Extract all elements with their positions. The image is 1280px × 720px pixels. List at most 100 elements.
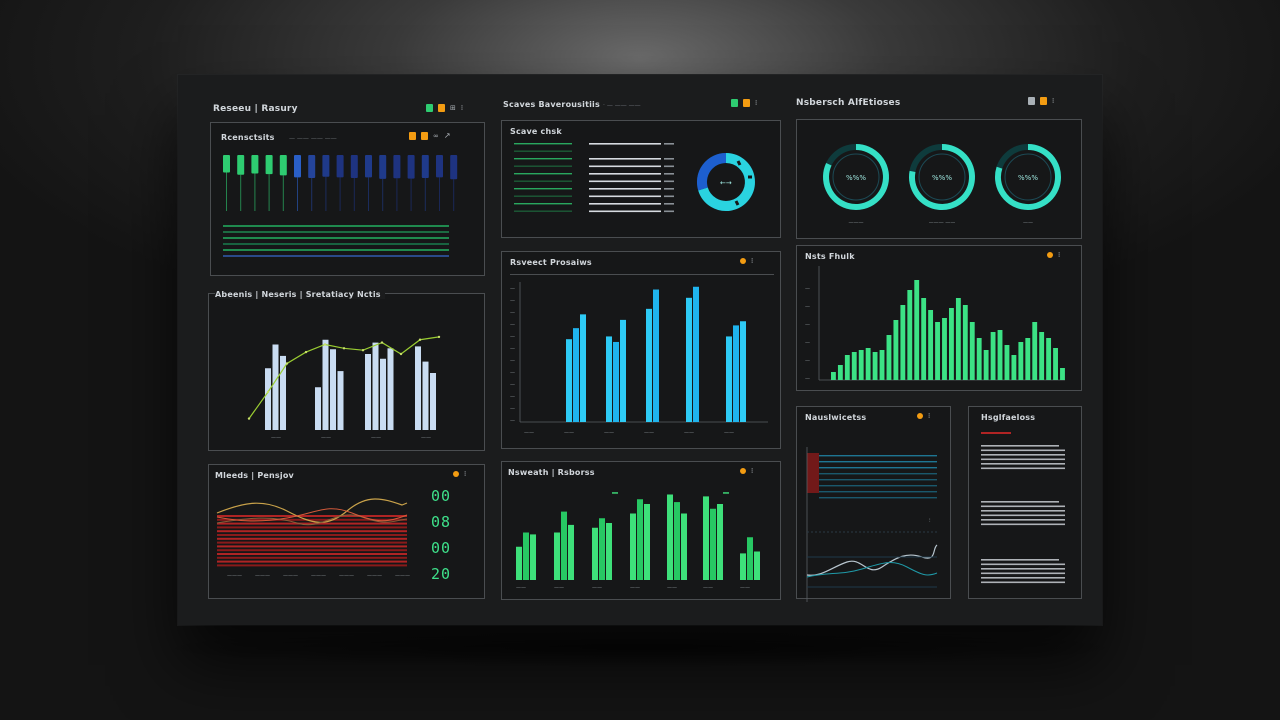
text-line — [981, 581, 1065, 584]
grid-icon[interactable] — [1028, 97, 1035, 105]
more-icon[interactable]: ⁞ — [751, 257, 754, 265]
more-icon[interactable]: ⁞ — [460, 104, 464, 112]
list-lines — [514, 143, 674, 213]
bar — [693, 286, 699, 422]
alert-icon[interactable] — [743, 99, 750, 107]
bar — [620, 319, 626, 422]
x-tick-label: —— — [516, 585, 526, 591]
panel-title: Rcensctsits — [221, 133, 275, 142]
list-row-value — [589, 165, 661, 168]
list-row-value — [589, 158, 661, 160]
bar — [653, 289, 659, 422]
alert-icon[interactable] — [740, 258, 746, 264]
expand-icon[interactable]: ↗ — [443, 131, 451, 140]
link-icon[interactable]: ∞ — [433, 131, 439, 140]
export-icon[interactable] — [731, 99, 738, 107]
bar — [681, 513, 687, 580]
gauge-caption: ——— — [849, 220, 864, 226]
gauge-arc — [823, 144, 889, 210]
more-icon[interactable]: ⁞ — [464, 470, 467, 478]
bar — [421, 155, 429, 178]
export-icon[interactable] — [426, 104, 433, 112]
y-tick-label: — — [510, 358, 515, 364]
dashboard-screen: Reseeu | Rasury ⊞ ⁞ Scaves Baverousitiis… — [178, 75, 1102, 625]
panel-tools: ⁞ — [740, 257, 753, 265]
panel-tools: ⁞ — [740, 467, 753, 475]
x-tick-label: ——— — [255, 573, 270, 579]
alert-icon[interactable] — [740, 468, 746, 474]
combo-chart: —— —— —— —— — [247, 335, 441, 441]
list-row-indicator — [514, 195, 572, 197]
more-icon[interactable]: ⁞ — [755, 99, 758, 107]
bar — [1004, 345, 1010, 380]
gauge-label: %%% — [846, 174, 866, 182]
bar — [837, 365, 843, 380]
panel-title: Nsweath | Rsborss — [508, 468, 595, 477]
bar — [686, 297, 692, 422]
panel-title: Hsglfaeloss — [981, 413, 1036, 422]
x-tick-label: —— — [644, 430, 654, 436]
bar — [322, 339, 329, 430]
alert-icon[interactable] — [1040, 97, 1047, 105]
bar — [294, 155, 301, 178]
list-row-meta — [664, 195, 674, 198]
panel-lines: Nauslwicetss ⁞ ⁝ — [796, 406, 951, 602]
blue-bar-chart: —————————————— —— —— —— —— —— — [510, 282, 768, 436]
area-band — [217, 534, 407, 536]
area-band — [217, 522, 407, 525]
area-band — [217, 518, 407, 521]
bar — [1011, 355, 1017, 380]
more-icon[interactable]: ⁞ — [1058, 251, 1061, 259]
digit-readout: 20 — [431, 565, 452, 583]
alert-icon[interactable] — [421, 131, 428, 140]
alert-icon[interactable] — [917, 413, 923, 419]
trend-point — [361, 349, 365, 352]
x-tick-label: —— — [740, 585, 750, 591]
bar — [407, 155, 415, 179]
panel-tools: ⁞ — [1047, 251, 1060, 259]
bar — [733, 325, 739, 422]
bar — [667, 494, 673, 580]
bar — [637, 499, 643, 580]
text-line — [981, 445, 1059, 447]
bar — [415, 346, 421, 430]
panel-histo: Nsts Fhulk ⁞ — — — — — — — [796, 245, 1082, 391]
more-icon[interactable]: ⁞ — [751, 467, 754, 475]
panel-tools: ⁞ — [917, 412, 930, 420]
y-tick-label: — — [510, 346, 515, 352]
bar — [900, 305, 906, 380]
bar — [630, 513, 636, 580]
bar — [606, 523, 612, 580]
bar — [893, 320, 899, 380]
bar — [237, 155, 245, 175]
bar-marker — [723, 492, 729, 494]
bar — [726, 336, 732, 422]
more-icon[interactable]: ⁞ — [928, 412, 931, 420]
filter-icon[interactable]: ⊞ — [450, 104, 456, 112]
y-tick-label: — — [510, 406, 515, 412]
more-icon[interactable]: ⁞ — [1052, 97, 1055, 105]
panel-green: Nsweath | Rsborss ⁞ —— —— —— —— —— —— —— — [501, 461, 781, 600]
bar — [976, 338, 982, 380]
list-row-meta — [664, 188, 674, 190]
text-line — [981, 501, 1059, 503]
alert-icon[interactable] — [1047, 252, 1053, 258]
area-band — [217, 564, 407, 567]
alert-icon[interactable] — [438, 104, 445, 112]
y-tick-label: — — [510, 310, 515, 316]
x-tick-label: —— — [604, 430, 614, 436]
area-band — [217, 545, 407, 548]
gauges-chart: %%% ———%%% ——— ——%%% —— — [823, 144, 1061, 226]
chart-icon[interactable] — [409, 131, 416, 140]
bar — [646, 308, 652, 422]
list-row-meta — [664, 180, 674, 183]
donut-chart: ←→ — [696, 152, 755, 211]
bar — [754, 551, 760, 580]
alert-icon[interactable] — [453, 471, 459, 477]
list-row-indicator — [514, 203, 572, 205]
bar — [955, 298, 961, 380]
x-tick-label: —— — [554, 585, 564, 591]
list-row-indicator — [514, 165, 572, 167]
y-tick-label: — — [510, 370, 515, 376]
digit-readout: 08 — [431, 513, 452, 531]
